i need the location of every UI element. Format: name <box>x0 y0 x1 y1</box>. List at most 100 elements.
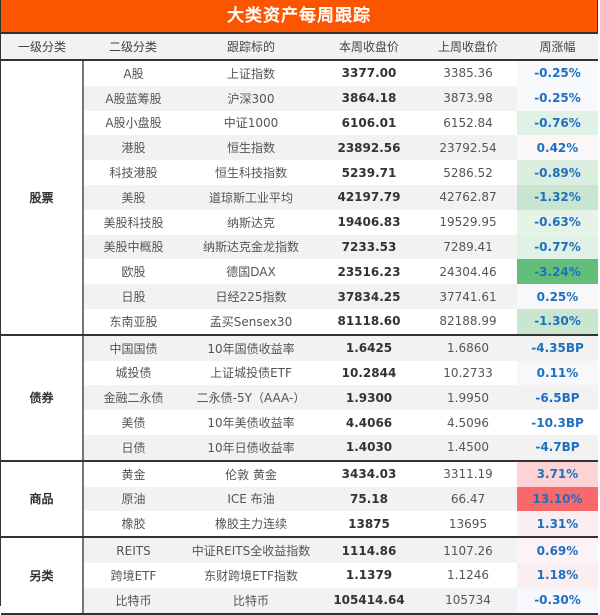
tracking-target-cell: 10年美债收益率 <box>207 416 295 431</box>
header-tracking-target: 跟踪标的 <box>183 34 319 61</box>
table-row: 债券 中国国债 10年国债收益率 1.6425 1.6860 -4.35BP <box>1 334 598 462</box>
this-week-close-cell: 6106.01 <box>341 115 397 130</box>
level2-category-cell: 中国国债 <box>83 334 183 361</box>
this-week-close-cell: 1.1379 <box>345 568 393 583</box>
last-week-close-cell: 13695 <box>419 511 517 539</box>
this-week-close-cell: 75.18 <box>319 486 419 512</box>
level2-category-cell: 原油 <box>83 486 183 512</box>
tracking-target-cell: ICE 布油 <box>183 486 319 512</box>
last-week-close-cell: 23792.54 <box>419 135 517 161</box>
table-row: A股蓝筹股 沪深300 3864.18 3873.98 -0.25% <box>1 85 598 111</box>
weekly-change-cell: 3.71% <box>517 460 598 487</box>
table-row: A股小盘股 中证1000 6106.01 6152.84 -0.76% <box>1 110 598 136</box>
table-row: 欧股 德国DAX 23516.23 24304.46 -3.24% <box>1 259 598 285</box>
level2-category-cell: 日债 <box>83 434 183 462</box>
this-week-close-cell: 23892.56 <box>319 135 419 161</box>
table-row: 金融二永债 二永债-5Y（AAA-） 1.9300 1.9950 -6.5BP <box>1 385 598 411</box>
table-row: 跨境ETF 东财跨境ETF指数 1.1379 1.1246 1.18% <box>1 562 598 588</box>
this-week-close-cell: 3434.03 <box>341 467 397 482</box>
table-row: 股票 A股 上证指数 3377.00 3385.36 -0.25% <box>1 60 598 336</box>
weekly-change-cell: -1.32% <box>517 184 598 210</box>
last-week-close-cell: 1107.26 <box>419 537 517 563</box>
this-week-close-cell: 37834.25 <box>319 284 419 309</box>
this-week-close-cell: 3864.18 <box>319 85 419 111</box>
tracking-target-cell: 比特币 <box>183 587 319 615</box>
weekly-change-cell: -0.25% <box>517 60 598 86</box>
level1-category-cell: 另类 <box>1 537 84 615</box>
tracking-target-cell: 橡胶主力连续 <box>183 511 319 539</box>
level2-category-cell: 东南亚股 <box>83 308 183 336</box>
weekly-change-cell: -4.35BP <box>517 334 598 361</box>
level2-category-cell: 橡胶 <box>83 511 183 539</box>
last-week-close-cell: 24304.46 <box>439 264 497 279</box>
level2-category-cell: 美股科技股 <box>103 215 164 230</box>
last-week-close-cell: 37741.61 <box>419 284 517 309</box>
table-row: 美股 道琼斯工业平均 42197.79 42762.87 -1.32% <box>1 184 598 210</box>
tracking-target-cell: 10年日债收益率 <box>183 434 319 462</box>
weekly-change-cell: -3.24% <box>517 259 598 285</box>
tracking-target-cell: 日经225指数 <box>183 284 319 309</box>
this-week-close-cell: 23516.23 <box>337 264 401 279</box>
tracking-target-cell: 恒生科技指数 <box>214 166 287 181</box>
level2-category-cell: A股蓝筹股 <box>83 85 183 111</box>
header-weekly-change: 周涨幅 <box>517 34 598 61</box>
tracking-target-cell: 恒生指数 <box>183 135 319 161</box>
this-week-close-cell: 1.6425 <box>319 334 419 361</box>
weekly-change-cell: 1.18% <box>517 562 598 588</box>
table-row: 港股 恒生指数 23892.56 23792.54 0.42% <box>1 135 598 161</box>
last-week-close-cell: 5286.52 <box>443 165 493 180</box>
tracking-target-cell: 纳斯达克 <box>226 215 275 230</box>
header-level2-category: 二级分类 <box>83 34 183 61</box>
header-level1-category: 一级分类 <box>1 34 83 61</box>
last-week-close-cell: 6152.84 <box>443 115 493 130</box>
weekly-change-cell: -6.5BP <box>517 385 598 411</box>
level2-category-cell: 美股 <box>83 184 183 210</box>
last-week-close-cell: 3385.36 <box>443 66 493 81</box>
table-row: 美股科技股 纳斯达克 19406.83 19529.95 -0.63% <box>1 209 598 235</box>
this-week-close-cell: 10.2844 <box>341 365 397 380</box>
last-week-close-cell: 1.6860 <box>419 334 517 361</box>
tracking-target-cell: 上证指数 <box>226 66 275 81</box>
last-week-close-cell: 1.4500 <box>419 434 517 462</box>
table-row: 日股 日经225指数 37834.25 37741.61 0.25% <box>1 284 598 309</box>
table-row: 另类 REITS 中证REITS全收益指数 1114.86 1107.26 0.69% <box>1 537 598 615</box>
last-week-close-cell: 3873.98 <box>419 85 517 111</box>
header-this-week-close: 本周收盘价 <box>319 34 419 61</box>
this-week-close-cell: 13875 <box>319 511 419 539</box>
tracking-target-cell: 伦敦 黄金 <box>225 467 277 482</box>
tracking-target-cell: 东财跨境ETF指数 <box>204 568 298 583</box>
this-week-close-cell: 19406.83 <box>337 215 401 230</box>
last-week-close-cell: 1.9950 <box>419 385 517 411</box>
this-week-close-cell: 1.9300 <box>319 385 419 411</box>
level2-category-cell: 科技港股 <box>109 166 158 181</box>
tracking-target-cell: 上证城投债ETF <box>210 366 292 381</box>
weekly-change-cell: -0.30% <box>517 587 598 615</box>
table-row: 科技港股 恒生科技指数 5239.71 5286.52 -0.89% <box>1 160 598 185</box>
weekly-change-cell: 0.25% <box>517 284 598 309</box>
this-week-close-cell: 4.4066 <box>345 415 393 430</box>
this-week-close-cell: 1.4030 <box>319 434 419 462</box>
level2-category-cell: 美股中概股 <box>83 234 183 260</box>
this-week-close-cell: 5239.71 <box>341 165 397 180</box>
last-week-close-cell: 4.5096 <box>447 415 489 430</box>
last-week-close-cell: 66.47 <box>419 486 517 512</box>
level2-category-cell: A股小盘股 <box>105 116 162 131</box>
this-week-close-cell: 105414.64 <box>319 587 419 615</box>
level1-category-cell: 商品 <box>1 460 84 539</box>
weekly-change-cell: -4.7BP <box>517 434 598 462</box>
level2-category-cell: 日股 <box>83 284 183 309</box>
asset-table: 一级分类 二级分类 跟踪标的 本周收盘价 上周收盘价 周涨幅 股票 A股 上证指数 3… <box>1 34 598 615</box>
weekly-change-cell: -1.30% <box>517 308 598 336</box>
weekly-change-cell: -10.3BP <box>517 410 598 435</box>
tracking-target-cell: 中证REITS全收益指数 <box>183 537 319 563</box>
last-week-close-cell: 10.2733 <box>443 365 493 380</box>
last-week-close-cell: 3311.19 <box>443 467 493 482</box>
level2-category-cell: 比特币 <box>83 587 183 615</box>
table-body: 股票 A股 上证指数 3377.00 3385.36 -0.25% A股蓝筹股 沪深300 38… <box>1 60 598 615</box>
weekly-change-cell: 0.42% <box>517 135 598 161</box>
level2-category-cell: 美债 <box>121 416 146 431</box>
weekly-change-cell: -0.77% <box>517 234 598 260</box>
this-week-close-cell: 42197.79 <box>319 184 419 210</box>
weekly-change-cell: -0.63% <box>517 209 598 235</box>
